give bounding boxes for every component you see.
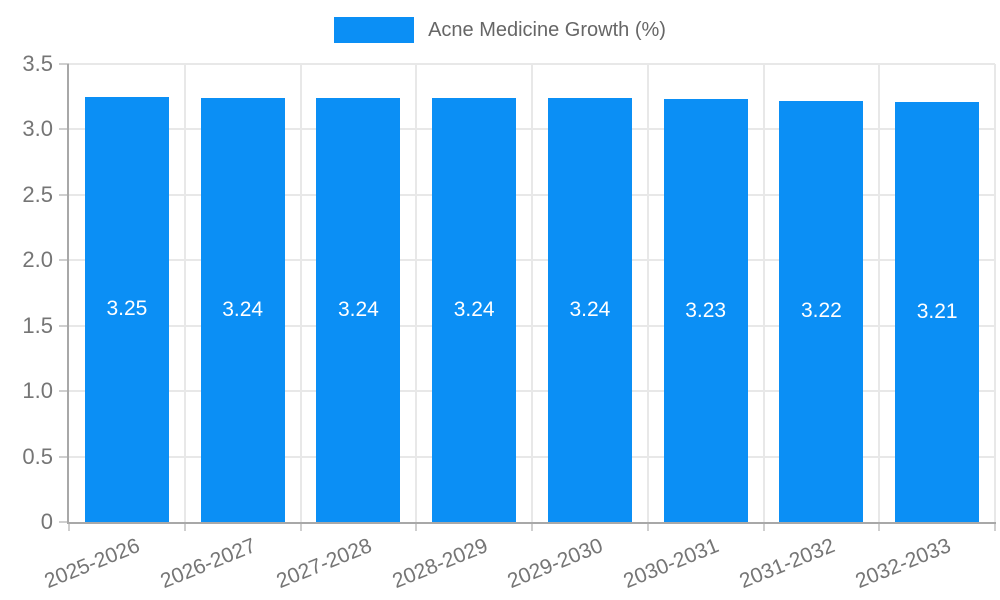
y-axis-tick bbox=[59, 324, 69, 327]
y-axis-label: 1.0 bbox=[22, 378, 53, 404]
bar bbox=[547, 98, 632, 522]
x-axis-tick bbox=[299, 522, 302, 531]
bar-value-label: 3.25 bbox=[106, 297, 148, 321]
y-axis-label: 1.5 bbox=[22, 312, 53, 338]
x-gridline bbox=[762, 64, 765, 522]
y-axis-tick bbox=[59, 390, 69, 393]
bar bbox=[895, 101, 980, 522]
x-gridline bbox=[183, 64, 186, 522]
x-axis-label: 2032-2033 bbox=[852, 534, 954, 593]
y-axis-tick bbox=[59, 63, 69, 65]
x-axis-line bbox=[67, 522, 996, 524]
bar bbox=[84, 96, 169, 522]
chart-legend[interactable]: Acne Medicine Growth (%) bbox=[0, 17, 1000, 43]
legend-swatch-icon bbox=[334, 17, 415, 43]
y-axis-tick bbox=[59, 128, 69, 131]
y-axis-tick bbox=[59, 193, 69, 196]
y-axis-tick bbox=[59, 259, 69, 262]
bar-value-label: 3.24 bbox=[569, 298, 611, 321]
x-gridline bbox=[531, 64, 533, 522]
x-gridline bbox=[878, 64, 881, 522]
bar-value-label: 3.22 bbox=[800, 299, 842, 323]
bar bbox=[663, 99, 748, 522]
y-axis-line bbox=[67, 64, 69, 522]
bar-value-label: 3.24 bbox=[222, 298, 264, 321]
x-gridline bbox=[415, 64, 418, 522]
bar-value-label: 3.24 bbox=[337, 298, 379, 321]
x-axis-tick bbox=[762, 522, 765, 531]
x-gridline bbox=[646, 64, 649, 522]
x-axis-tick bbox=[646, 522, 649, 531]
x-gridline bbox=[299, 64, 302, 522]
x-axis-label: 2026-2027 bbox=[157, 534, 260, 593]
x-axis-tick bbox=[415, 522, 418, 531]
x-axis-tick bbox=[68, 522, 70, 531]
x-axis-label: 2030-2031 bbox=[620, 534, 723, 593]
bar-value-label: 3.24 bbox=[453, 298, 495, 321]
x-axis-tick bbox=[183, 522, 186, 531]
legend-label: Acne Medicine Growth (%) bbox=[428, 19, 666, 41]
bar bbox=[779, 100, 864, 522]
x-axis-label: 2028-2029 bbox=[389, 534, 491, 593]
x-axis-tick bbox=[531, 522, 533, 531]
x-axis-tick bbox=[994, 522, 996, 531]
bar-value-label: 3.23 bbox=[685, 298, 727, 322]
y-axis-label: 0 bbox=[40, 509, 53, 534]
bar-value-label: 3.21 bbox=[916, 299, 958, 323]
y-axis-label: 2.5 bbox=[22, 181, 53, 207]
y-axis-tick bbox=[59, 521, 69, 523]
bar bbox=[432, 98, 517, 522]
y-axis-label: 3.5 bbox=[22, 51, 53, 76]
y-axis-label: 2.0 bbox=[22, 247, 53, 273]
y-axis-label: 0.5 bbox=[22, 443, 53, 469]
x-axis-label: 2025-2026 bbox=[41, 534, 144, 593]
bar bbox=[200, 98, 285, 522]
bar bbox=[316, 98, 401, 522]
x-axis-tick bbox=[878, 522, 881, 531]
y-axis-label: 3.0 bbox=[22, 116, 53, 142]
x-axis-label: 2029-2030 bbox=[504, 534, 607, 593]
x-axis-label: 2027-2028 bbox=[273, 534, 375, 593]
x-axis-label: 2031-2032 bbox=[736, 534, 838, 593]
x-gridline bbox=[994, 64, 996, 522]
y-axis-tick bbox=[59, 455, 69, 458]
